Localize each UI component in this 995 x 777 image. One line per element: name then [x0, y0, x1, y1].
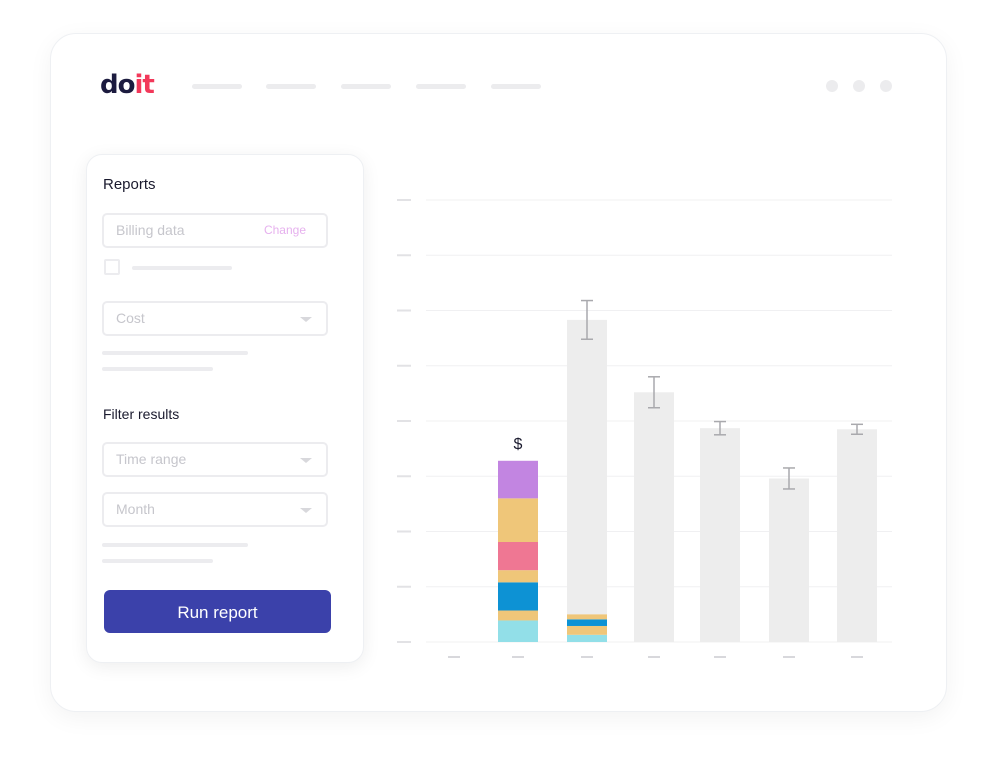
time-range-placeholder: Time range — [116, 451, 187, 467]
bar-segment — [567, 619, 607, 626]
text-placeholder-line — [102, 559, 213, 563]
chevron-down-icon — [300, 508, 312, 513]
window-control-dot[interactable] — [826, 80, 838, 92]
time-range-select[interactable]: Time range — [102, 442, 328, 477]
option-checkbox[interactable] — [104, 259, 120, 275]
metric-placeholder: Cost — [116, 310, 145, 326]
bar — [837, 429, 877, 642]
text-placeholder-line — [102, 351, 248, 355]
report-settings-panel — [86, 154, 364, 663]
bar-segment — [567, 614, 607, 620]
bar-segment — [567, 634, 607, 642]
nav-item-5[interactable] — [491, 84, 541, 89]
nav-item-3[interactable] — [341, 84, 391, 89]
nav-item-1[interactable] — [192, 84, 242, 89]
run-report-button[interactable]: Run report — [104, 590, 331, 633]
bar-segment — [498, 570, 538, 583]
month-select[interactable]: Month — [102, 492, 328, 527]
window-control-dot[interactable] — [853, 80, 865, 92]
dollar-annotation: $ — [514, 436, 523, 453]
logo-text-it: it — [134, 70, 154, 100]
bar — [634, 392, 674, 642]
change-link[interactable]: Change — [263, 223, 306, 237]
window-control-dot[interactable] — [880, 80, 892, 92]
bar-segment — [567, 625, 607, 635]
nav-item-4[interactable] — [416, 84, 466, 89]
bar-segment — [498, 498, 538, 542]
text-placeholder-line — [102, 543, 248, 547]
bar-segment — [498, 460, 538, 499]
nav-item-2[interactable] — [266, 84, 316, 89]
bar-segment — [498, 541, 538, 571]
doit-logo[interactable]: doit — [100, 70, 170, 104]
bar-segment — [498, 610, 538, 621]
logo-text-do: do — [100, 70, 135, 100]
checkbox-label-placeholder — [132, 266, 232, 270]
bar — [567, 319, 607, 615]
chevron-down-icon — [300, 317, 312, 322]
bar-segment — [498, 582, 538, 611]
bar — [769, 478, 809, 642]
bar-segment — [498, 620, 538, 642]
chevron-down-icon — [300, 458, 312, 463]
month-placeholder: Month — [116, 501, 155, 517]
filter-results-heading: Filter results — [103, 406, 180, 422]
billing-data-field[interactable]: Billing data Change — [102, 213, 328, 248]
metric-select[interactable]: Cost — [102, 301, 328, 336]
text-placeholder-line — [102, 367, 213, 371]
billing-data-placeholder: Billing data — [116, 222, 185, 238]
reports-heading: Reports — [103, 176, 156, 193]
bar — [700, 428, 740, 642]
